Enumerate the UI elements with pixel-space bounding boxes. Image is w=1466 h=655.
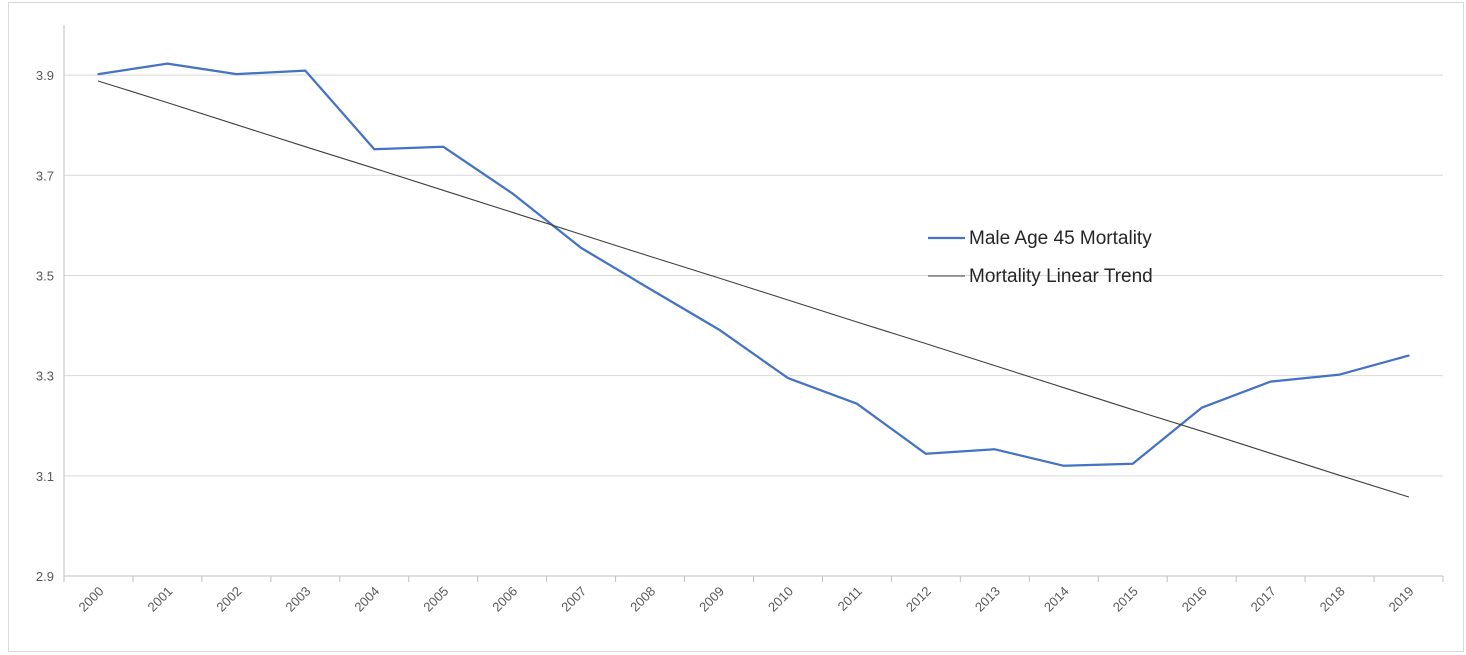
axes: 2.9 3.1 3.3 3.5 3.7 3.9 2000 2001 2002 2003 2004 20… xyxy=(36,25,1444,615)
x-tick-label: 2002 xyxy=(213,584,244,615)
y-tick-label: 3.1 xyxy=(36,469,54,484)
x-tick-label: 2004 xyxy=(351,584,382,615)
y-tick-label: 2.9 xyxy=(36,569,54,584)
gridlines xyxy=(64,74,1443,477)
series-lines xyxy=(97,62,1410,498)
x-tick-label: 2005 xyxy=(420,584,451,615)
x-tick-label: 2014 xyxy=(1041,584,1072,615)
x-tick-label: 2017 xyxy=(1248,584,1279,615)
x-tick-label: 2016 xyxy=(1179,584,1210,615)
x-tick-label: 2009 xyxy=(696,584,727,615)
legend: Male Age 45 Mortality Mortality Linear T… xyxy=(928,228,1153,287)
legend-label-male-mortality: Male Age 45 Mortality xyxy=(969,228,1152,249)
x-tick-label: 2000 xyxy=(76,584,107,615)
y-tick-label: 3.7 xyxy=(36,168,54,183)
x-tick-label: 2001 xyxy=(144,584,175,615)
series-line-linear-trend xyxy=(97,80,1410,498)
x-tick-label: 2008 xyxy=(627,584,658,615)
line-chart: 2.9 3.1 3.3 3.5 3.7 3.9 2000 2001 2002 2003 2004 20… xyxy=(36,25,1444,615)
x-tick-label: 2007 xyxy=(558,584,589,615)
y-tick-label: 3.5 xyxy=(36,268,54,283)
x-tick-label: 2015 xyxy=(1110,584,1141,615)
x-tick-label: 2011 xyxy=(835,584,865,614)
x-tick-label: 2013 xyxy=(972,584,1003,615)
x-tick-label: 2006 xyxy=(489,584,520,615)
x-tick-label: 2019 xyxy=(1386,584,1417,615)
series-line-male-mortality xyxy=(97,62,1410,467)
x-tick-label: 2012 xyxy=(903,584,934,615)
x-tick-label: 2010 xyxy=(765,584,796,615)
x-tick-label: 2003 xyxy=(282,584,313,615)
x-tick-label: 2018 xyxy=(1317,584,1348,615)
y-tick-label: 3.3 xyxy=(36,369,54,384)
legend-label-linear-trend: Mortality Linear Trend xyxy=(969,266,1153,287)
chart-frame: 2.9 3.1 3.3 3.5 3.7 3.9 2000 2001 2002 2003 2004 20… xyxy=(8,2,1464,652)
y-tick-label: 3.9 xyxy=(36,68,54,83)
